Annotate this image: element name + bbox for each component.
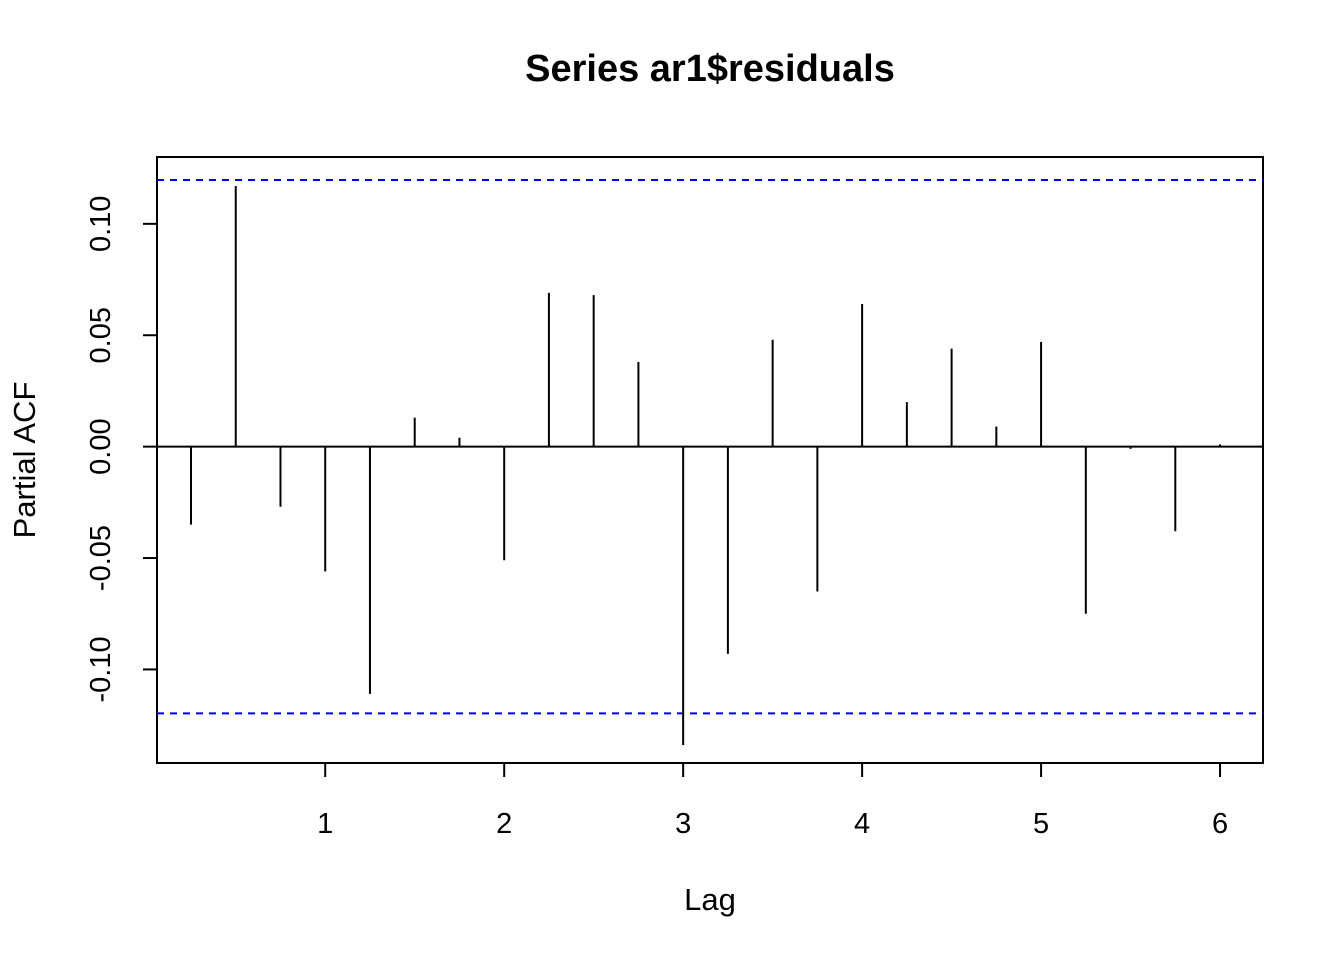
y-tick-label: 0.10 [85,196,117,252]
x-tick-label: 3 [675,808,691,840]
plot-frame [156,156,1264,764]
x-tick-label: 4 [854,808,870,840]
y-tick-label: -0.05 [85,525,117,591]
x-tick-label: 1 [317,808,333,840]
x-tick-label: 2 [496,808,512,840]
y-tick-label: 0.00 [85,418,117,474]
chart-title: Series ar1$residuals [525,48,895,90]
y-tick-label: -0.10 [85,636,117,702]
y-axis: -0.10 -0.05 0.00 0.05 0.10 [85,196,157,702]
x-axis-label: Lag [684,882,736,917]
x-axis: 1 2 3 4 5 6 [317,762,1228,840]
x-tick-label: 6 [1212,808,1228,840]
y-tick-label: 0.05 [85,307,117,363]
x-tick-label: 5 [1033,808,1049,840]
plot-area [156,156,1264,764]
y-axis-label: Partial ACF [7,382,42,539]
